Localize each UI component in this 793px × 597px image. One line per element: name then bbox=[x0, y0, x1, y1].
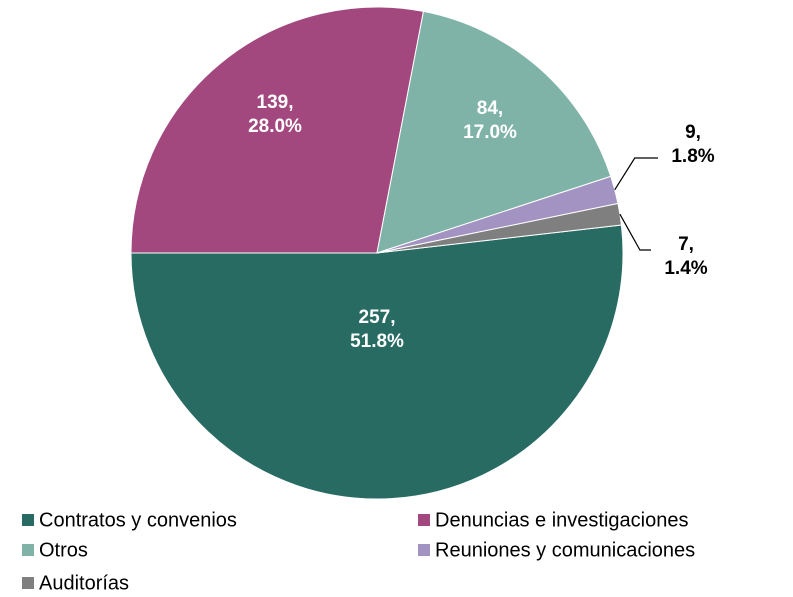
data-label: 84, 17.0% bbox=[463, 98, 517, 143]
legend-label: Auditorías bbox=[39, 572, 129, 594]
data-label: 139, 28.0% bbox=[248, 92, 302, 137]
data-label: 7, 1.4% bbox=[664, 234, 707, 279]
pie-slice bbox=[376, 202, 622, 254]
legend-label: Otros bbox=[39, 539, 88, 561]
leader-line bbox=[619, 213, 651, 251]
legend-swatch bbox=[22, 544, 34, 556]
legend-label: Contratos y convenios bbox=[39, 509, 237, 531]
legend-label: Reuniones y comunicaciones bbox=[435, 539, 695, 561]
pie-slice bbox=[130, 6, 425, 254]
pie-slice bbox=[376, 10, 612, 254]
legend-swatch bbox=[418, 514, 430, 526]
data-label: 257, 51.8% bbox=[350, 307, 404, 352]
data-label: 9, 1.8% bbox=[671, 122, 714, 167]
leader-line bbox=[614, 157, 658, 191]
pie-slice bbox=[130, 224, 624, 500]
legend-swatch bbox=[22, 514, 34, 526]
legend-swatch bbox=[22, 577, 34, 589]
legend-swatch bbox=[418, 544, 430, 556]
legend-label: Denuncias e investigaciones bbox=[435, 509, 689, 531]
